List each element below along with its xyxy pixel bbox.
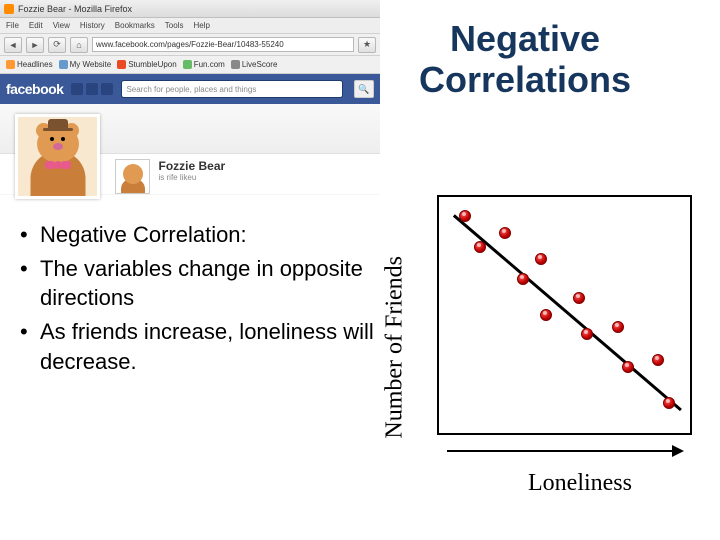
bookmark-favicon-icon: [59, 60, 68, 69]
bullet-list: Negative Correlation: The variables chang…: [18, 220, 378, 380]
bullet-item: Negative Correlation:: [18, 220, 378, 250]
bookmark-label: My Website: [70, 60, 112, 69]
home-button[interactable]: ⌂: [70, 37, 88, 53]
forward-button[interactable]: ►: [26, 37, 44, 53]
bookmark-item[interactable]: LiveScore: [231, 60, 278, 69]
facebook-profile-area: Fozzie Bear is rife likeu: [0, 104, 380, 194]
scatter-chart: Number of Friends Loneliness: [405, 195, 705, 505]
data-point: [540, 309, 552, 321]
menu-file[interactable]: File: [6, 21, 19, 30]
facebook-notif-icons: [71, 83, 113, 95]
bookmark-label: LiveScore: [242, 60, 278, 69]
firefox-favicon-icon: [4, 4, 14, 14]
facebook-topbar: facebook Search for people, places and t…: [0, 74, 380, 104]
bookmark-favicon-icon: [6, 60, 15, 69]
bookmark-label: StumbleUpon: [128, 60, 176, 69]
menu-view[interactable]: View: [53, 21, 70, 30]
profile-name[interactable]: Fozzie Bear: [159, 159, 226, 173]
friend-requests-icon[interactable]: [71, 83, 83, 95]
menu-help[interactable]: Help: [193, 21, 209, 30]
data-point: [663, 397, 675, 409]
data-point: [612, 321, 624, 333]
url-input[interactable]: www.facebook.com/pages/Fozzie-Bear/10483…: [92, 37, 354, 52]
profile-picture[interactable]: [15, 114, 100, 199]
profile-thumb[interactable]: [115, 159, 150, 194]
y-axis-label: Number of Friends: [382, 256, 409, 439]
data-point: [652, 354, 664, 366]
menu-bookmarks[interactable]: Bookmarks: [115, 21, 155, 30]
bookmark-label: Fun.com: [194, 60, 225, 69]
back-button[interactable]: ◄: [4, 37, 22, 53]
data-point: [517, 273, 529, 285]
bookmark-item[interactable]: Headlines: [6, 60, 53, 69]
bookmark-item[interactable]: Fun.com: [183, 60, 225, 69]
bullet-item: The variables change in opposite directi…: [18, 254, 378, 313]
x-axis-label: Loneliness: [465, 470, 695, 497]
browser-window: Fozzie Bear - Mozilla Firefox File Edit Vi…: [0, 0, 380, 195]
data-point: [459, 210, 471, 222]
facebook-logo[interactable]: facebook: [6, 81, 63, 97]
browser-menubar: File Edit View History Bookmarks Tools Help: [0, 18, 380, 34]
facebook-search-input[interactable]: Search for people, places and things: [121, 80, 343, 98]
bookmark-favicon-icon: [117, 60, 126, 69]
profile-header: Fozzie Bear is rife likeu: [115, 159, 225, 194]
bookmarks-bar: Headlines My Website StumbleUpon Fun.com Liv…: [0, 56, 380, 74]
bullet-item: As friends increase, loneliness will dec…: [18, 317, 378, 376]
bookmark-favicon-icon: [183, 60, 192, 69]
reload-button[interactable]: ⟳: [48, 37, 66, 53]
menu-tools[interactable]: Tools: [165, 21, 184, 30]
notifications-icon[interactable]: [101, 83, 113, 95]
data-point: [474, 241, 486, 253]
bookmark-label: Headlines: [17, 60, 53, 69]
bookmark-favicon-icon: [231, 60, 240, 69]
slide-title: Negative Correlations: [360, 18, 690, 101]
bookmark-item[interactable]: My Website: [59, 60, 112, 69]
data-point: [499, 227, 511, 239]
browser-addressbar: ◄ ► ⟳ ⌂ www.facebook.com/pages/Fozzie-Be…: [0, 34, 380, 56]
data-point: [581, 328, 593, 340]
bookmark-item[interactable]: StumbleUpon: [117, 60, 176, 69]
menu-history[interactable]: History: [80, 21, 105, 30]
data-point: [622, 361, 634, 373]
browser-titlebar: Fozzie Bear - Mozilla Firefox: [0, 0, 380, 18]
plot-area: [437, 195, 692, 435]
x-axis-arrow-icon: [447, 450, 682, 452]
messages-icon[interactable]: [86, 83, 98, 95]
menu-edit[interactable]: Edit: [29, 21, 43, 30]
window-title: Fozzie Bear - Mozilla Firefox: [18, 4, 132, 14]
data-point: [535, 253, 547, 265]
data-point: [573, 292, 585, 304]
trend-line: [453, 214, 682, 410]
profile-subtitle: is rife likeu: [159, 173, 226, 182]
